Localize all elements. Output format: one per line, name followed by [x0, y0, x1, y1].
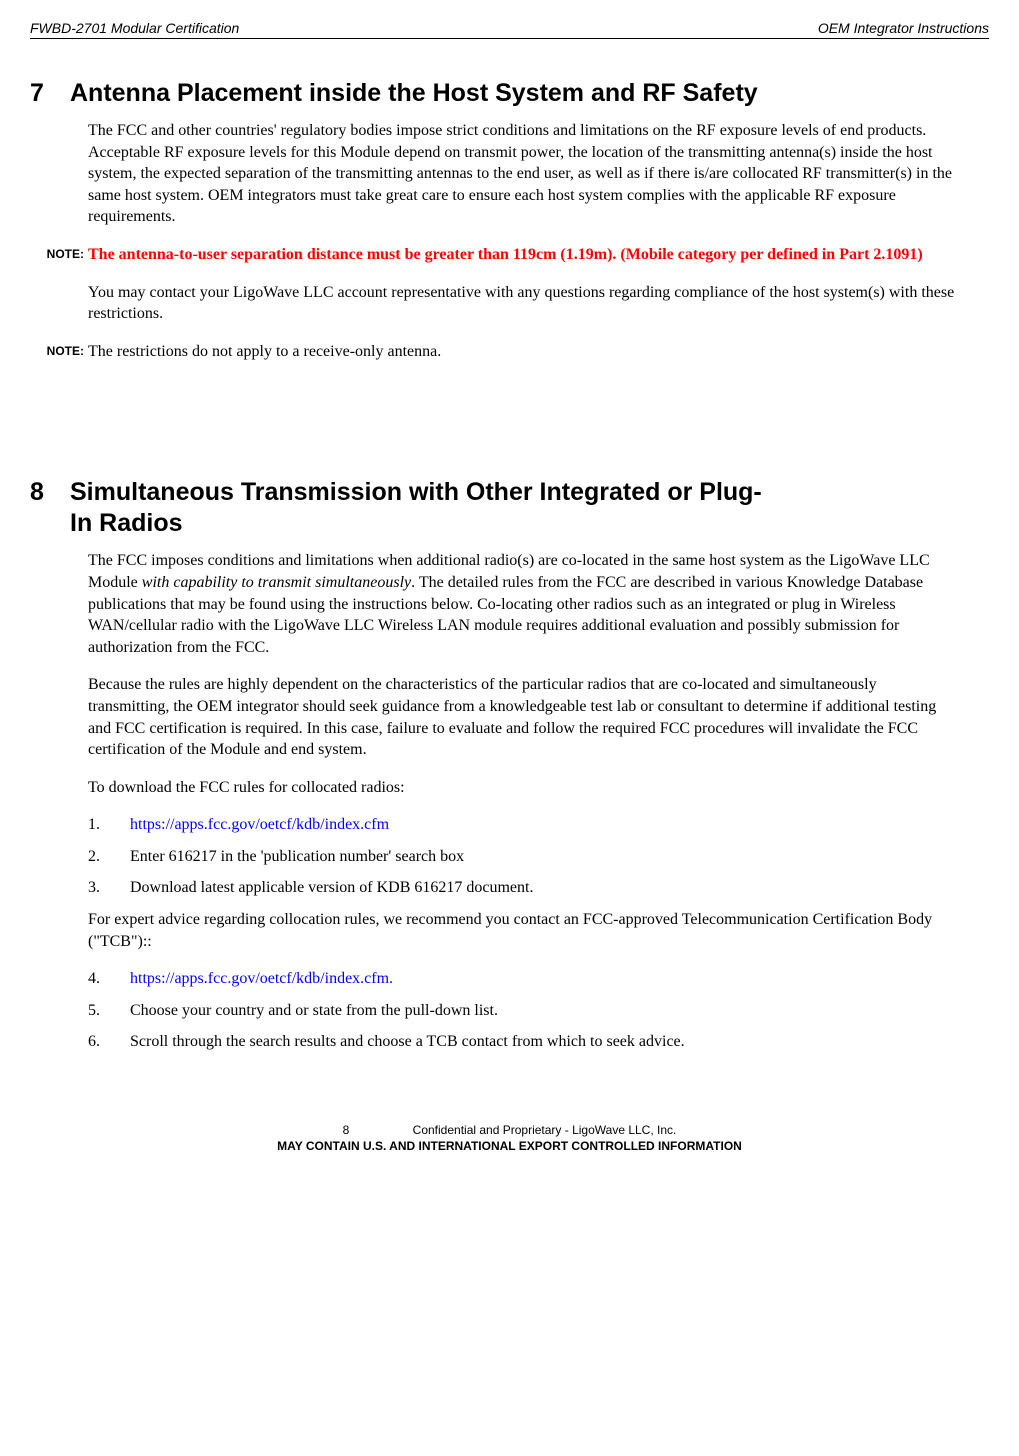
- list-item-3: 3. Download latest applicable version of…: [88, 877, 959, 899]
- list-item-6: 6. Scroll through the search results and…: [88, 1031, 959, 1053]
- list-number: 2.: [88, 846, 130, 868]
- list-item-2: 2. Enter 616217 in the 'publication numb…: [88, 846, 959, 868]
- list-item-4: 4. https://apps.fcc.gov/oetcf/kdb/index.…: [88, 968, 959, 990]
- list-text: Download latest applicable version of KD…: [130, 877, 959, 899]
- list-number: 6.: [88, 1031, 130, 1053]
- list-item-1: 1. https://apps.fcc.gov/oetcf/kdb/index.…: [88, 814, 959, 836]
- list-text: Enter 616217 in the 'publication number'…: [130, 846, 959, 868]
- list-link[interactable]: https://apps.fcc.gov/oetcf/kdb/index.cfm: [130, 814, 959, 836]
- note-label: NOTE:: [30, 341, 88, 363]
- section-8-title-line1: Simultaneous Transmission with Other Int…: [70, 478, 762, 507]
- list-number: 3.: [88, 877, 130, 899]
- list-number: 1.: [88, 814, 130, 836]
- section-8-para-4: For expert advice regarding collocation …: [88, 909, 959, 952]
- list-text: Choose your country and or state from th…: [130, 1000, 959, 1022]
- section-7-para-2: You may contact your LigoWave LLC accoun…: [88, 282, 959, 325]
- section-7-heading: 7 Antenna Placement inside the Host Syst…: [30, 79, 989, 108]
- section-7-note-2: NOTE: The restrictions do not apply to a…: [30, 341, 979, 363]
- section-7-note-1: NOTE: The antenna-to-user separation dis…: [30, 244, 979, 266]
- section-7-title: Antenna Placement inside the Host System…: [70, 79, 758, 108]
- list-text: Scroll through the search results and ch…: [130, 1031, 959, 1053]
- section-7-number: 7: [30, 79, 70, 108]
- page-header: FWBD-2701 Modular Certification OEM Inte…: [30, 20, 989, 39]
- header-right: OEM Integrator Instructions: [818, 20, 989, 36]
- note-label: NOTE:: [30, 244, 88, 266]
- section-spacer: [30, 378, 989, 448]
- note-body-red: The antenna-to-user separation distance …: [88, 244, 979, 266]
- list-link[interactable]: https://apps.fcc.gov/oetcf/kdb/index.cfm…: [130, 968, 959, 990]
- page-footer: 8 Confidential and Proprietary - LigoWav…: [30, 1123, 989, 1153]
- footer-line-1: 8 Confidential and Proprietary - LigoWav…: [30, 1123, 989, 1137]
- section-8-para-3: To download the FCC rules for collocated…: [88, 777, 959, 799]
- section-8-number: 8: [30, 478, 70, 507]
- page-number: 8: [343, 1123, 350, 1137]
- para-italic: with capability to transmit simultaneous…: [142, 574, 411, 591]
- header-left: FWBD-2701 Modular Certification: [30, 20, 239, 36]
- list-number: 5.: [88, 1000, 130, 1022]
- list-number: 4.: [88, 968, 130, 990]
- section-8-para-1: The FCC imposes conditions and limitatio…: [88, 550, 959, 658]
- footer-export-text: MAY CONTAIN U.S. AND INTERNATIONAL EXPOR…: [277, 1139, 742, 1153]
- section-8-para-2: Because the rules are highly dependent o…: [88, 674, 959, 760]
- list-item-5: 5. Choose your country and or state from…: [88, 1000, 959, 1022]
- section-8-heading: 8 Simultaneous Transmission with Other I…: [30, 478, 989, 507]
- section-8-title-line2: In Radios: [70, 509, 989, 538]
- footer-export-notice: MAY CONTAIN U.S. AND INTERNATIONAL EXPOR…: [30, 1139, 989, 1153]
- note-body: The restrictions do not apply to a recei…: [88, 341, 979, 363]
- footer-confidential: Confidential and Proprietary - LigoWave …: [413, 1123, 677, 1137]
- section-7-para-1: The FCC and other countries' regulatory …: [88, 120, 959, 228]
